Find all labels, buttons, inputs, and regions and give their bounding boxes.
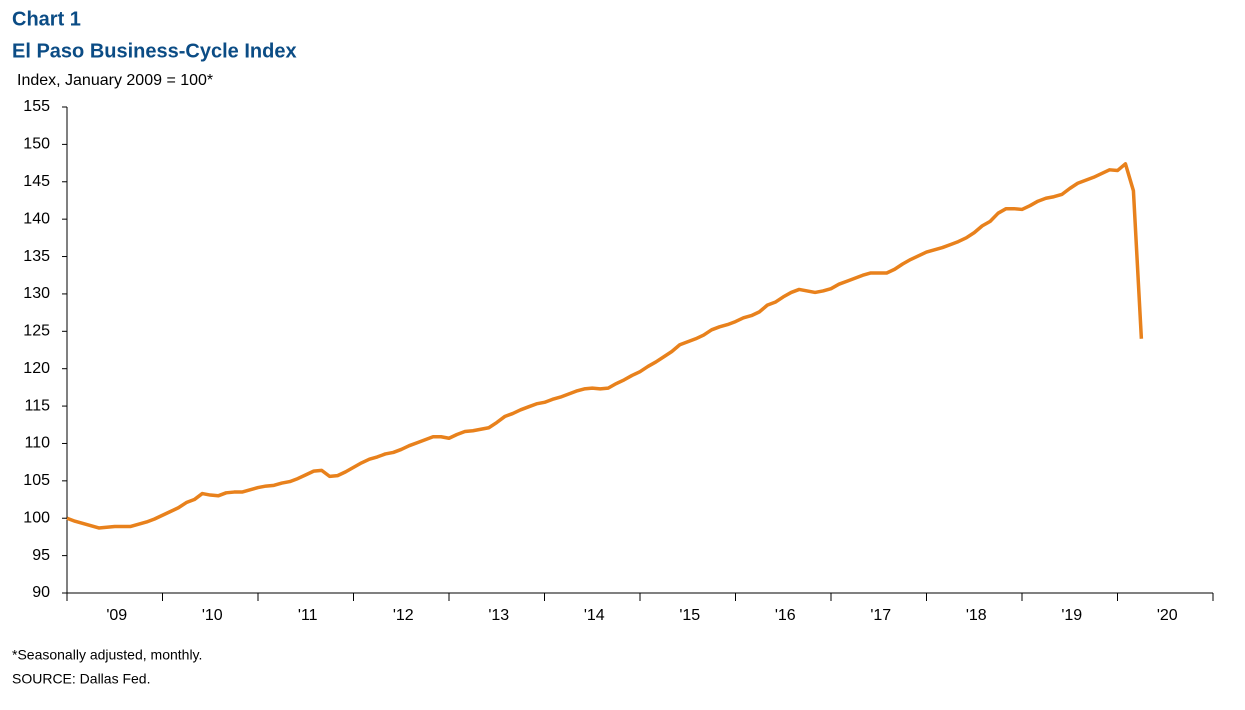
y-tick-label: 155	[23, 98, 50, 115]
x-tick-label: '17	[870, 607, 891, 624]
x-tick-label: '11	[298, 607, 318, 624]
chart-title: Chart 1	[12, 8, 81, 30]
y-tick-label: 95	[32, 547, 50, 564]
x-tick-label: '12	[393, 607, 414, 624]
y-tick-label: 90	[32, 584, 50, 601]
x-tick-label: '19	[1061, 607, 1082, 624]
y-tick-label: 145	[23, 173, 50, 190]
y-tick-label: 115	[24, 397, 50, 414]
footnote: *Seasonally adjusted, monthly.	[12, 647, 202, 663]
x-tick-label: '15	[679, 607, 700, 624]
x-tick-label: '20	[1157, 607, 1178, 624]
y-axis-label: Index, January 2009 = 100*	[17, 72, 213, 89]
y-tick-label: 120	[23, 360, 50, 377]
x-tick-label: '14	[584, 607, 605, 624]
y-tick-label: 135	[23, 248, 50, 265]
y-tick-label: 125	[23, 323, 50, 340]
x-tick-label: '18	[966, 607, 987, 624]
chart-subtitle: El Paso Business-Cycle Index	[12, 40, 297, 62]
source: SOURCE: Dallas Fed.	[12, 671, 150, 687]
x-tick-label: '13	[488, 607, 509, 624]
y-tick-label: 130	[23, 285, 50, 302]
x-tick-label: '16	[775, 607, 796, 624]
y-tick-label: 110	[24, 435, 50, 452]
y-tick-label: 105	[23, 472, 50, 489]
data-line	[66, 162, 1144, 530]
y-tick-label: 100	[23, 509, 50, 526]
x-tick-label: '10	[202, 607, 223, 624]
x-tick-label: '09	[106, 607, 127, 624]
y-tick-label: 150	[23, 136, 50, 153]
y-tick-label: 140	[23, 210, 50, 227]
